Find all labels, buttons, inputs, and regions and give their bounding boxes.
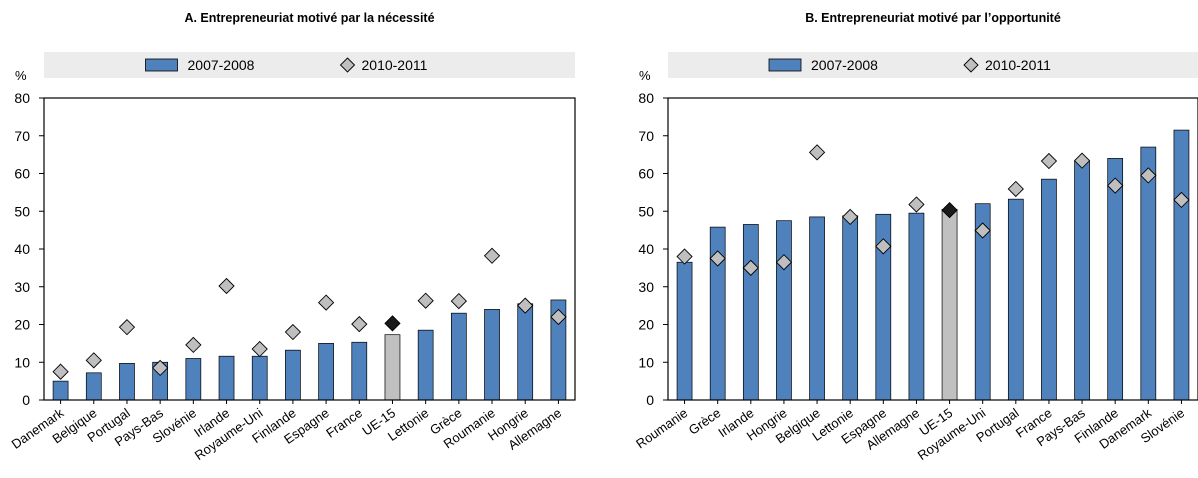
bar-pays-bas [1074, 161, 1090, 401]
legend-label-2010-2011: 2010-2011 [362, 57, 428, 73]
y-tick-label: 40 [14, 241, 30, 257]
y-tick-label: 70 [14, 128, 30, 144]
bar-slovénie [185, 358, 202, 401]
x-tick-label: Roumanie [633, 405, 690, 451]
bar-irlande [742, 224, 759, 401]
bar-irlande [218, 355, 235, 401]
marker-irlande [218, 277, 235, 295]
marker-finlande [284, 323, 302, 341]
chart-title: B. Entrepreneuriat motivé par l’opportun… [805, 11, 1061, 25]
marker-finlande [1107, 177, 1124, 194]
marker-allemagne [550, 308, 567, 326]
bar-espagne [318, 343, 334, 401]
marker-lettonie [842, 208, 859, 226]
y-tick-label: 10 [14, 354, 30, 370]
marker-portugal [1007, 180, 1024, 198]
y-tick-label: 20 [14, 317, 30, 333]
marker-pays-bas [1073, 152, 1091, 169]
marker-espagne [875, 238, 892, 255]
legend-label-2007-2008: 2007-2008 [811, 57, 878, 73]
y-tick-label: 30 [638, 279, 654, 295]
y-axis-unit: % [639, 68, 651, 83]
bar-grèce [450, 312, 467, 401]
chart-title: A. Entrepreneuriat motivé par la nécessi… [184, 11, 434, 25]
marker-royaume-uni [251, 340, 268, 358]
bar-ue-15 [384, 334, 401, 401]
marker-slovénie [185, 336, 202, 354]
marker-danemark [1140, 167, 1157, 184]
y-tick-label: 60 [14, 166, 30, 182]
y-tick-label: 50 [14, 203, 30, 219]
marker-slovénie [1173, 191, 1190, 209]
bar-belgique [809, 216, 825, 401]
chart-panel-b: B. Entrepreneuriat motivé par l’opportun… [633, 11, 1198, 463]
bar-hongrie [517, 303, 534, 401]
x-tick-label: France [323, 405, 365, 440]
y-tick-label: 50 [638, 203, 654, 219]
marker-ue-15 [384, 315, 401, 332]
marker-espagne [317, 294, 335, 311]
plot-frame [667, 97, 1198, 401]
y-tick-label: 40 [638, 241, 654, 257]
bar-ue-15 [941, 209, 958, 401]
y-tick-label: 10 [638, 354, 654, 370]
legend-swatch-bar [145, 58, 178, 72]
legend-background [668, 52, 1198, 78]
marker-hongrie [775, 254, 793, 271]
bar-belgique [85, 372, 102, 401]
marker-portugal [118, 319, 136, 336]
marker-grèce [450, 292, 467, 310]
bar-lettonie [842, 215, 859, 401]
plot-frame [43, 97, 576, 401]
marker-pays-bas [152, 359, 169, 377]
marker-irlande [742, 259, 759, 277]
bar-hongrie [776, 220, 792, 401]
marker-allemagne [908, 196, 925, 213]
bar-danemark [1140, 146, 1157, 401]
bar-allemagne [908, 212, 925, 401]
legend-label-2010-2011: 2010-2011 [985, 57, 1051, 73]
marker-roumanie [483, 247, 501, 264]
legend-marker-diamond [963, 57, 979, 73]
legend-swatch-bar [768, 58, 802, 72]
marker-lettonie [417, 292, 434, 309]
bar-danemark [52, 380, 69, 401]
marker-belgique [808, 144, 826, 161]
legend-background [44, 52, 575, 78]
y-tick-label: 70 [638, 128, 654, 144]
bar-roumanie [676, 261, 693, 401]
bar-france [351, 341, 368, 401]
bar-lettonie [417, 329, 434, 401]
y-axis-unit: % [15, 68, 27, 83]
bar-portugal [119, 363, 135, 401]
y-tick-label: 30 [14, 279, 30, 295]
bar-royaume-uni [251, 355, 268, 401]
y-tick-label: 80 [638, 90, 654, 106]
marker-france [1040, 152, 1058, 170]
marker-roumanie [676, 248, 693, 265]
bar-roumanie [484, 309, 500, 401]
y-tick-label: 0 [646, 392, 654, 408]
marker-france [351, 315, 368, 333]
marker-belgique [85, 352, 102, 369]
legend-label-2007-2008: 2007-2008 [188, 57, 255, 73]
y-tick-label: 0 [22, 392, 30, 408]
marker-ue-15 [941, 201, 958, 219]
bar-portugal [1007, 198, 1024, 401]
bar-finlande [285, 349, 301, 401]
marker-royaume-uni [974, 222, 991, 239]
y-tick-label: 20 [638, 317, 654, 333]
legend-marker-diamond [339, 57, 356, 73]
bar-slovénie [1173, 129, 1190, 401]
bar-finlande [1107, 158, 1124, 401]
chart-panel-a: A. Entrepreneuriat motivé par la nécessi… [9, 11, 576, 463]
marker-danemark [52, 363, 69, 380]
bar-france [1041, 178, 1057, 401]
marker-grèce [709, 250, 726, 267]
y-tick-label: 80 [14, 90, 30, 106]
y-tick-label: 60 [638, 166, 654, 182]
marker-hongrie [517, 297, 534, 314]
